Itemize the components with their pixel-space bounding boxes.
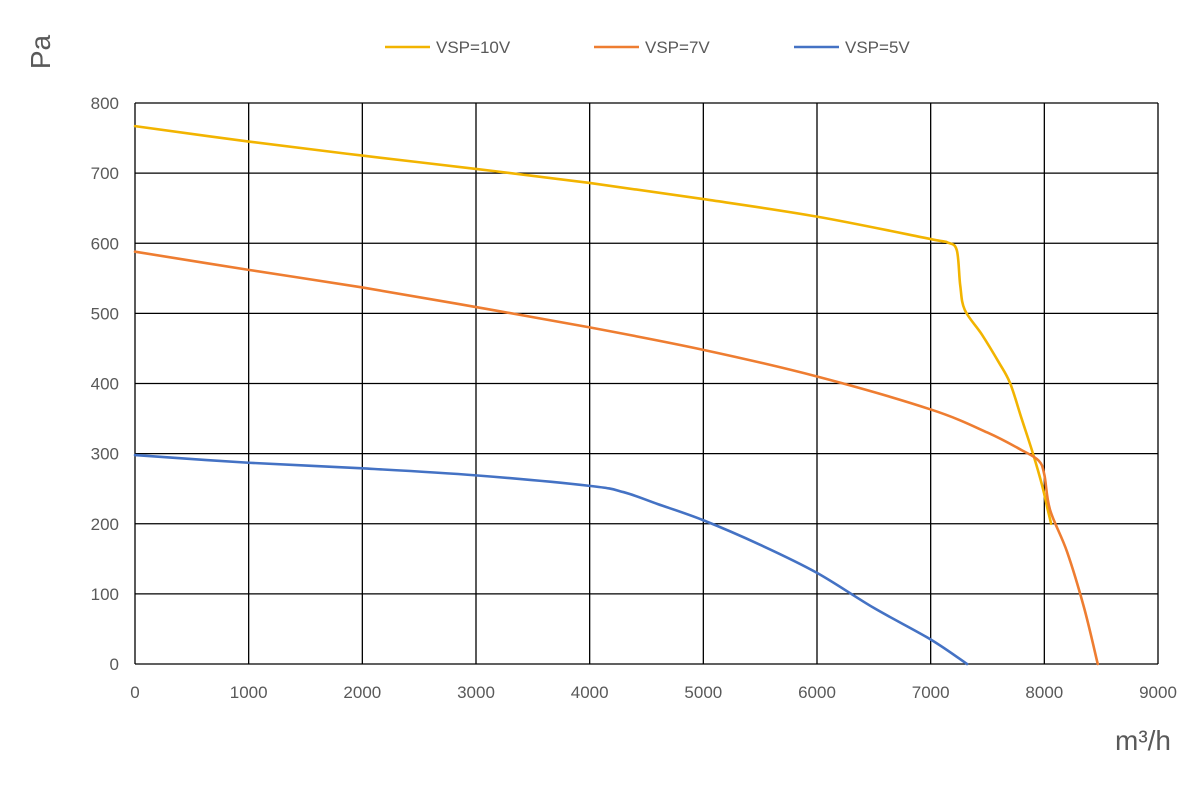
x-tick-label: 8000: [1025, 683, 1063, 702]
x-tick-label: 2000: [343, 683, 381, 702]
y-tick-label: 0: [110, 655, 119, 674]
series-line-vsp-5v: [133, 453, 969, 666]
y-tick-label: 100: [91, 585, 119, 604]
x-tick-label: 7000: [912, 683, 950, 702]
series-line-vsp-7v: [133, 250, 1100, 666]
x-tick-label: 1000: [230, 683, 268, 702]
x-tick-label: 6000: [798, 683, 836, 702]
legend-label-vsp-5v: VSP=5V: [845, 38, 910, 57]
series-line-vsp-10v: [133, 124, 1053, 526]
legend-label-vsp-7v: VSP=7V: [645, 38, 710, 57]
x-axis-title: m³/h: [1115, 725, 1171, 756]
x-tick-label: 0: [130, 683, 139, 702]
x-tick-label: 5000: [684, 683, 722, 702]
grid: [134, 102, 1159, 665]
y-tick-label: 700: [91, 164, 119, 183]
y-tick-label: 500: [91, 304, 119, 323]
x-tick-label: 3000: [457, 683, 495, 702]
y-tick-label: 200: [91, 515, 119, 534]
y-tick-label: 300: [91, 445, 119, 464]
x-tick-label: 9000: [1139, 683, 1177, 702]
x-tick-label: 4000: [571, 683, 609, 702]
y-tick-label: 800: [91, 94, 119, 113]
legend: VSP=10V VSP=7V VSP=5V: [385, 38, 910, 57]
y-tick-label: 400: [91, 375, 119, 394]
series-lines: [133, 124, 1100, 666]
y-axis-title: Pa: [25, 34, 56, 69]
tick-labels: 0 1000 2000 3000 4000 5000 6000 7000 8000 9000 0 10…: [91, 94, 1177, 702]
legend-label-vsp-10v: VSP=10V: [436, 38, 511, 57]
y-tick-label: 600: [91, 234, 119, 253]
